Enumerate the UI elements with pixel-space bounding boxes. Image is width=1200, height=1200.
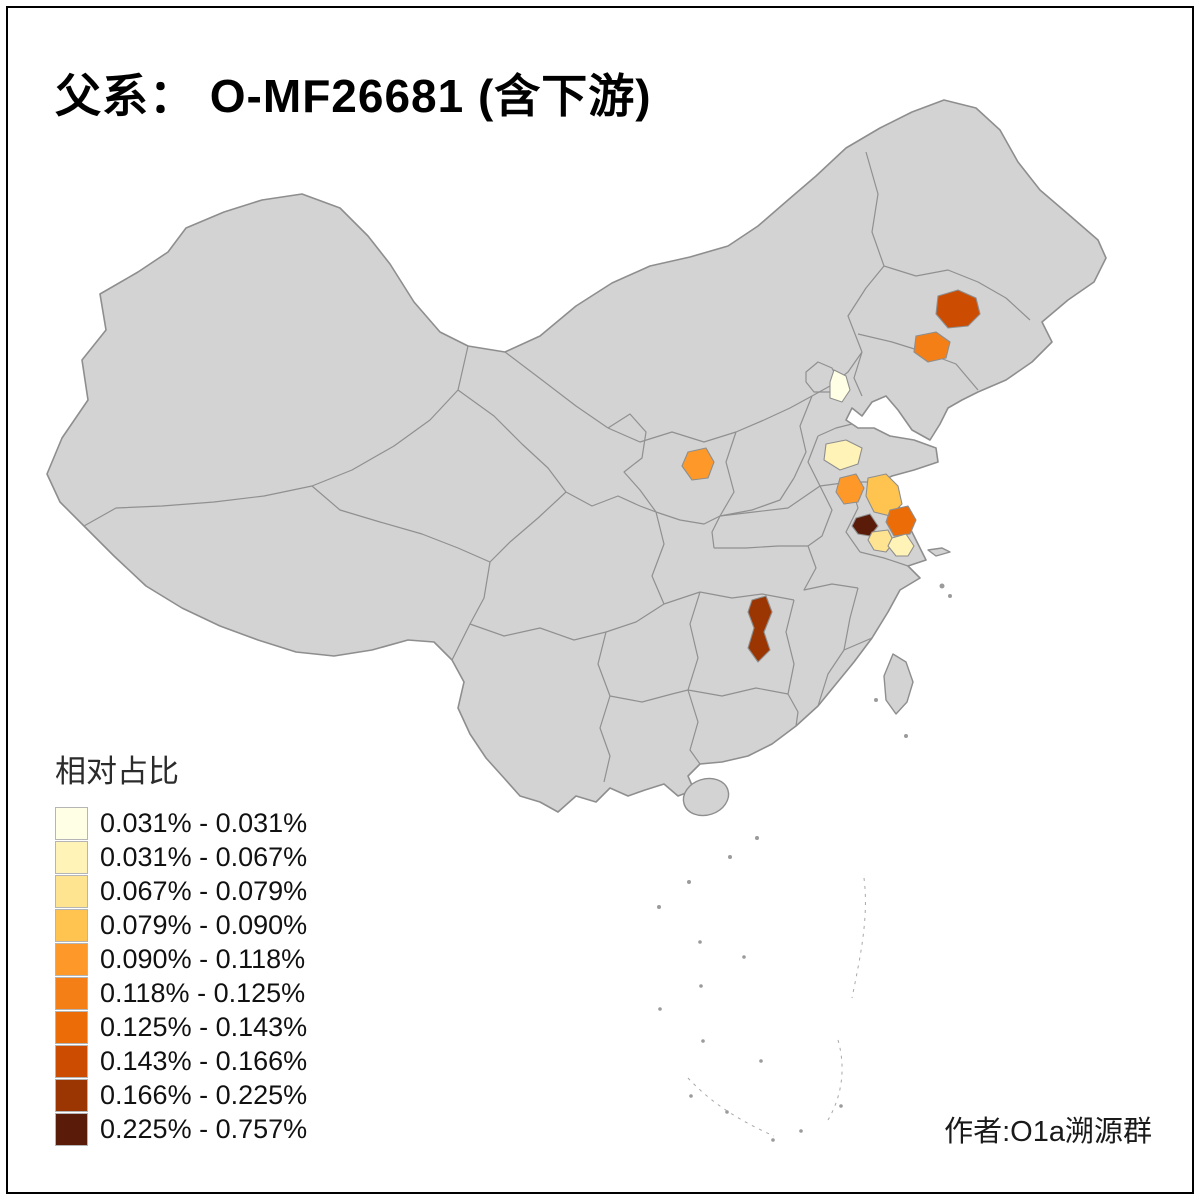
chongming-island xyxy=(927,547,951,557)
region-east-6 xyxy=(867,529,895,553)
legend-label: 0.225% - 0.757% xyxy=(100,1114,308,1144)
legend-label: 0.125% - 0.143% xyxy=(100,1012,308,1042)
region-east-2 xyxy=(835,473,865,505)
page-frame xyxy=(6,6,1194,1194)
legend-item: 0.079% - 0.090% xyxy=(55,909,307,942)
legend-swatch xyxy=(55,909,88,942)
legend-swatch xyxy=(55,1113,88,1146)
legend-title: 相对占比 xyxy=(55,754,179,789)
small-islands xyxy=(657,583,952,1142)
region-north-1 xyxy=(829,369,851,403)
taiwan-island xyxy=(883,653,914,715)
region-northeast-1 xyxy=(935,289,981,329)
legend-label: 0.031% - 0.067% xyxy=(100,842,308,872)
legend-swatch xyxy=(55,1079,88,1112)
legend: 相对占比 0.031% - 0.031% 0.031% - 0.067% 0.0… xyxy=(55,746,307,1147)
page-title: 父系： O-MF26681 (含下游) xyxy=(55,70,652,122)
legend-label: 0.067% - 0.079% xyxy=(100,876,308,906)
region-northeast-2 xyxy=(913,331,951,363)
islands xyxy=(682,547,951,817)
mainland-outline xyxy=(46,99,1107,813)
legend-item: 0.031% - 0.067% xyxy=(55,841,307,874)
attribution: 作者:O1a溯源群 xyxy=(944,1116,1152,1148)
legend-swatch xyxy=(55,807,88,840)
legend-label: 0.143% - 0.166% xyxy=(100,1046,308,1076)
legend-swatch xyxy=(55,977,88,1010)
region-central-1 xyxy=(681,447,715,481)
legend-swatch xyxy=(55,841,88,874)
legend-item: 0.090% - 0.118% xyxy=(55,943,307,976)
region-east-4 xyxy=(885,505,917,537)
legend-label: 0.166% - 0.225% xyxy=(100,1080,308,1110)
legend-label: 0.090% - 0.118% xyxy=(100,944,306,974)
legend-label: 0.118% - 0.125% xyxy=(100,978,306,1008)
province-borders xyxy=(83,151,1031,783)
legend-swatch xyxy=(55,943,88,976)
legend-label: 0.031% - 0.031% xyxy=(100,808,308,838)
colored-regions xyxy=(681,289,981,663)
legend-item: 0.143% - 0.166% xyxy=(55,1045,307,1078)
hainan-island xyxy=(682,777,730,817)
legend-item: 0.125% - 0.143% xyxy=(55,1011,307,1044)
legend-item: 0.225% - 0.757% xyxy=(55,1113,307,1146)
legend-item: 0.166% - 0.225% xyxy=(55,1079,307,1112)
sea-boundary-dashes xyxy=(687,877,866,1137)
legend-label: 0.079% - 0.090% xyxy=(100,910,308,940)
region-east-7 xyxy=(887,533,915,557)
legend-swatch xyxy=(55,1011,88,1044)
legend-item: 0.031% - 0.031% xyxy=(55,807,307,840)
legend-item: 0.118% - 0.125% xyxy=(55,977,307,1010)
region-east-1 xyxy=(823,439,863,471)
legend-item: 0.067% - 0.079% xyxy=(55,875,307,908)
legend-swatch xyxy=(55,875,88,908)
legend-swatch xyxy=(55,1045,88,1078)
region-south-1 xyxy=(747,595,773,663)
